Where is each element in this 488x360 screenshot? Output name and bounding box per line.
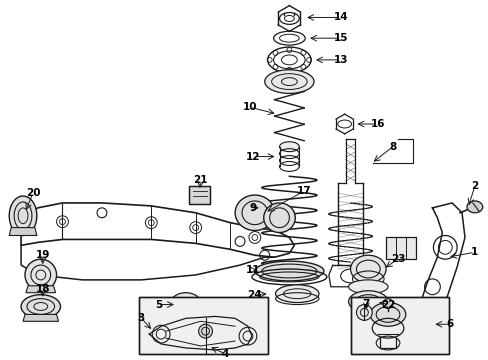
Ellipse shape (170, 293, 201, 316)
Text: 7: 7 (362, 298, 369, 309)
Text: 13: 13 (333, 55, 347, 65)
Text: 4: 4 (221, 349, 228, 359)
Ellipse shape (348, 291, 387, 312)
Ellipse shape (369, 302, 405, 326)
Bar (350, 297, 448, 354)
Text: 24: 24 (247, 290, 262, 300)
Ellipse shape (350, 255, 386, 283)
Circle shape (198, 324, 212, 338)
Text: 18: 18 (36, 284, 50, 294)
Text: 15: 15 (333, 33, 347, 43)
Text: 23: 23 (390, 254, 405, 264)
Text: 6: 6 (446, 319, 453, 329)
Text: 10: 10 (242, 102, 257, 112)
Circle shape (382, 299, 392, 309)
Ellipse shape (235, 195, 274, 230)
Ellipse shape (263, 203, 295, 233)
Ellipse shape (466, 201, 482, 213)
Ellipse shape (9, 196, 37, 235)
Ellipse shape (25, 259, 57, 291)
Text: 22: 22 (380, 300, 394, 310)
Polygon shape (9, 228, 37, 235)
Ellipse shape (279, 142, 299, 152)
Text: 20: 20 (25, 188, 40, 198)
Bar (386, 238, 415, 259)
Ellipse shape (254, 261, 323, 281)
Bar (350, 297, 448, 354)
Ellipse shape (275, 285, 318, 302)
Text: 8: 8 (388, 142, 396, 152)
Text: 14: 14 (333, 13, 347, 22)
Text: 12: 12 (245, 152, 260, 162)
Text: 9: 9 (249, 203, 256, 213)
Text: 21: 21 (193, 175, 207, 185)
Bar (188, 186, 210, 204)
Ellipse shape (21, 295, 61, 318)
Text: 19: 19 (36, 250, 50, 260)
Text: 16: 16 (370, 119, 385, 129)
Polygon shape (26, 286, 56, 293)
Bar (188, 186, 210, 204)
Polygon shape (23, 314, 59, 321)
Text: 17: 17 (296, 186, 311, 196)
Text: 5: 5 (155, 300, 163, 310)
Ellipse shape (348, 280, 387, 294)
Bar (139, 297, 267, 354)
Ellipse shape (264, 70, 313, 94)
Text: 11: 11 (245, 265, 260, 275)
Circle shape (356, 305, 371, 320)
Text: 2: 2 (470, 181, 477, 191)
Bar (139, 297, 267, 354)
Text: 1: 1 (470, 247, 477, 257)
Text: 3: 3 (138, 313, 145, 323)
